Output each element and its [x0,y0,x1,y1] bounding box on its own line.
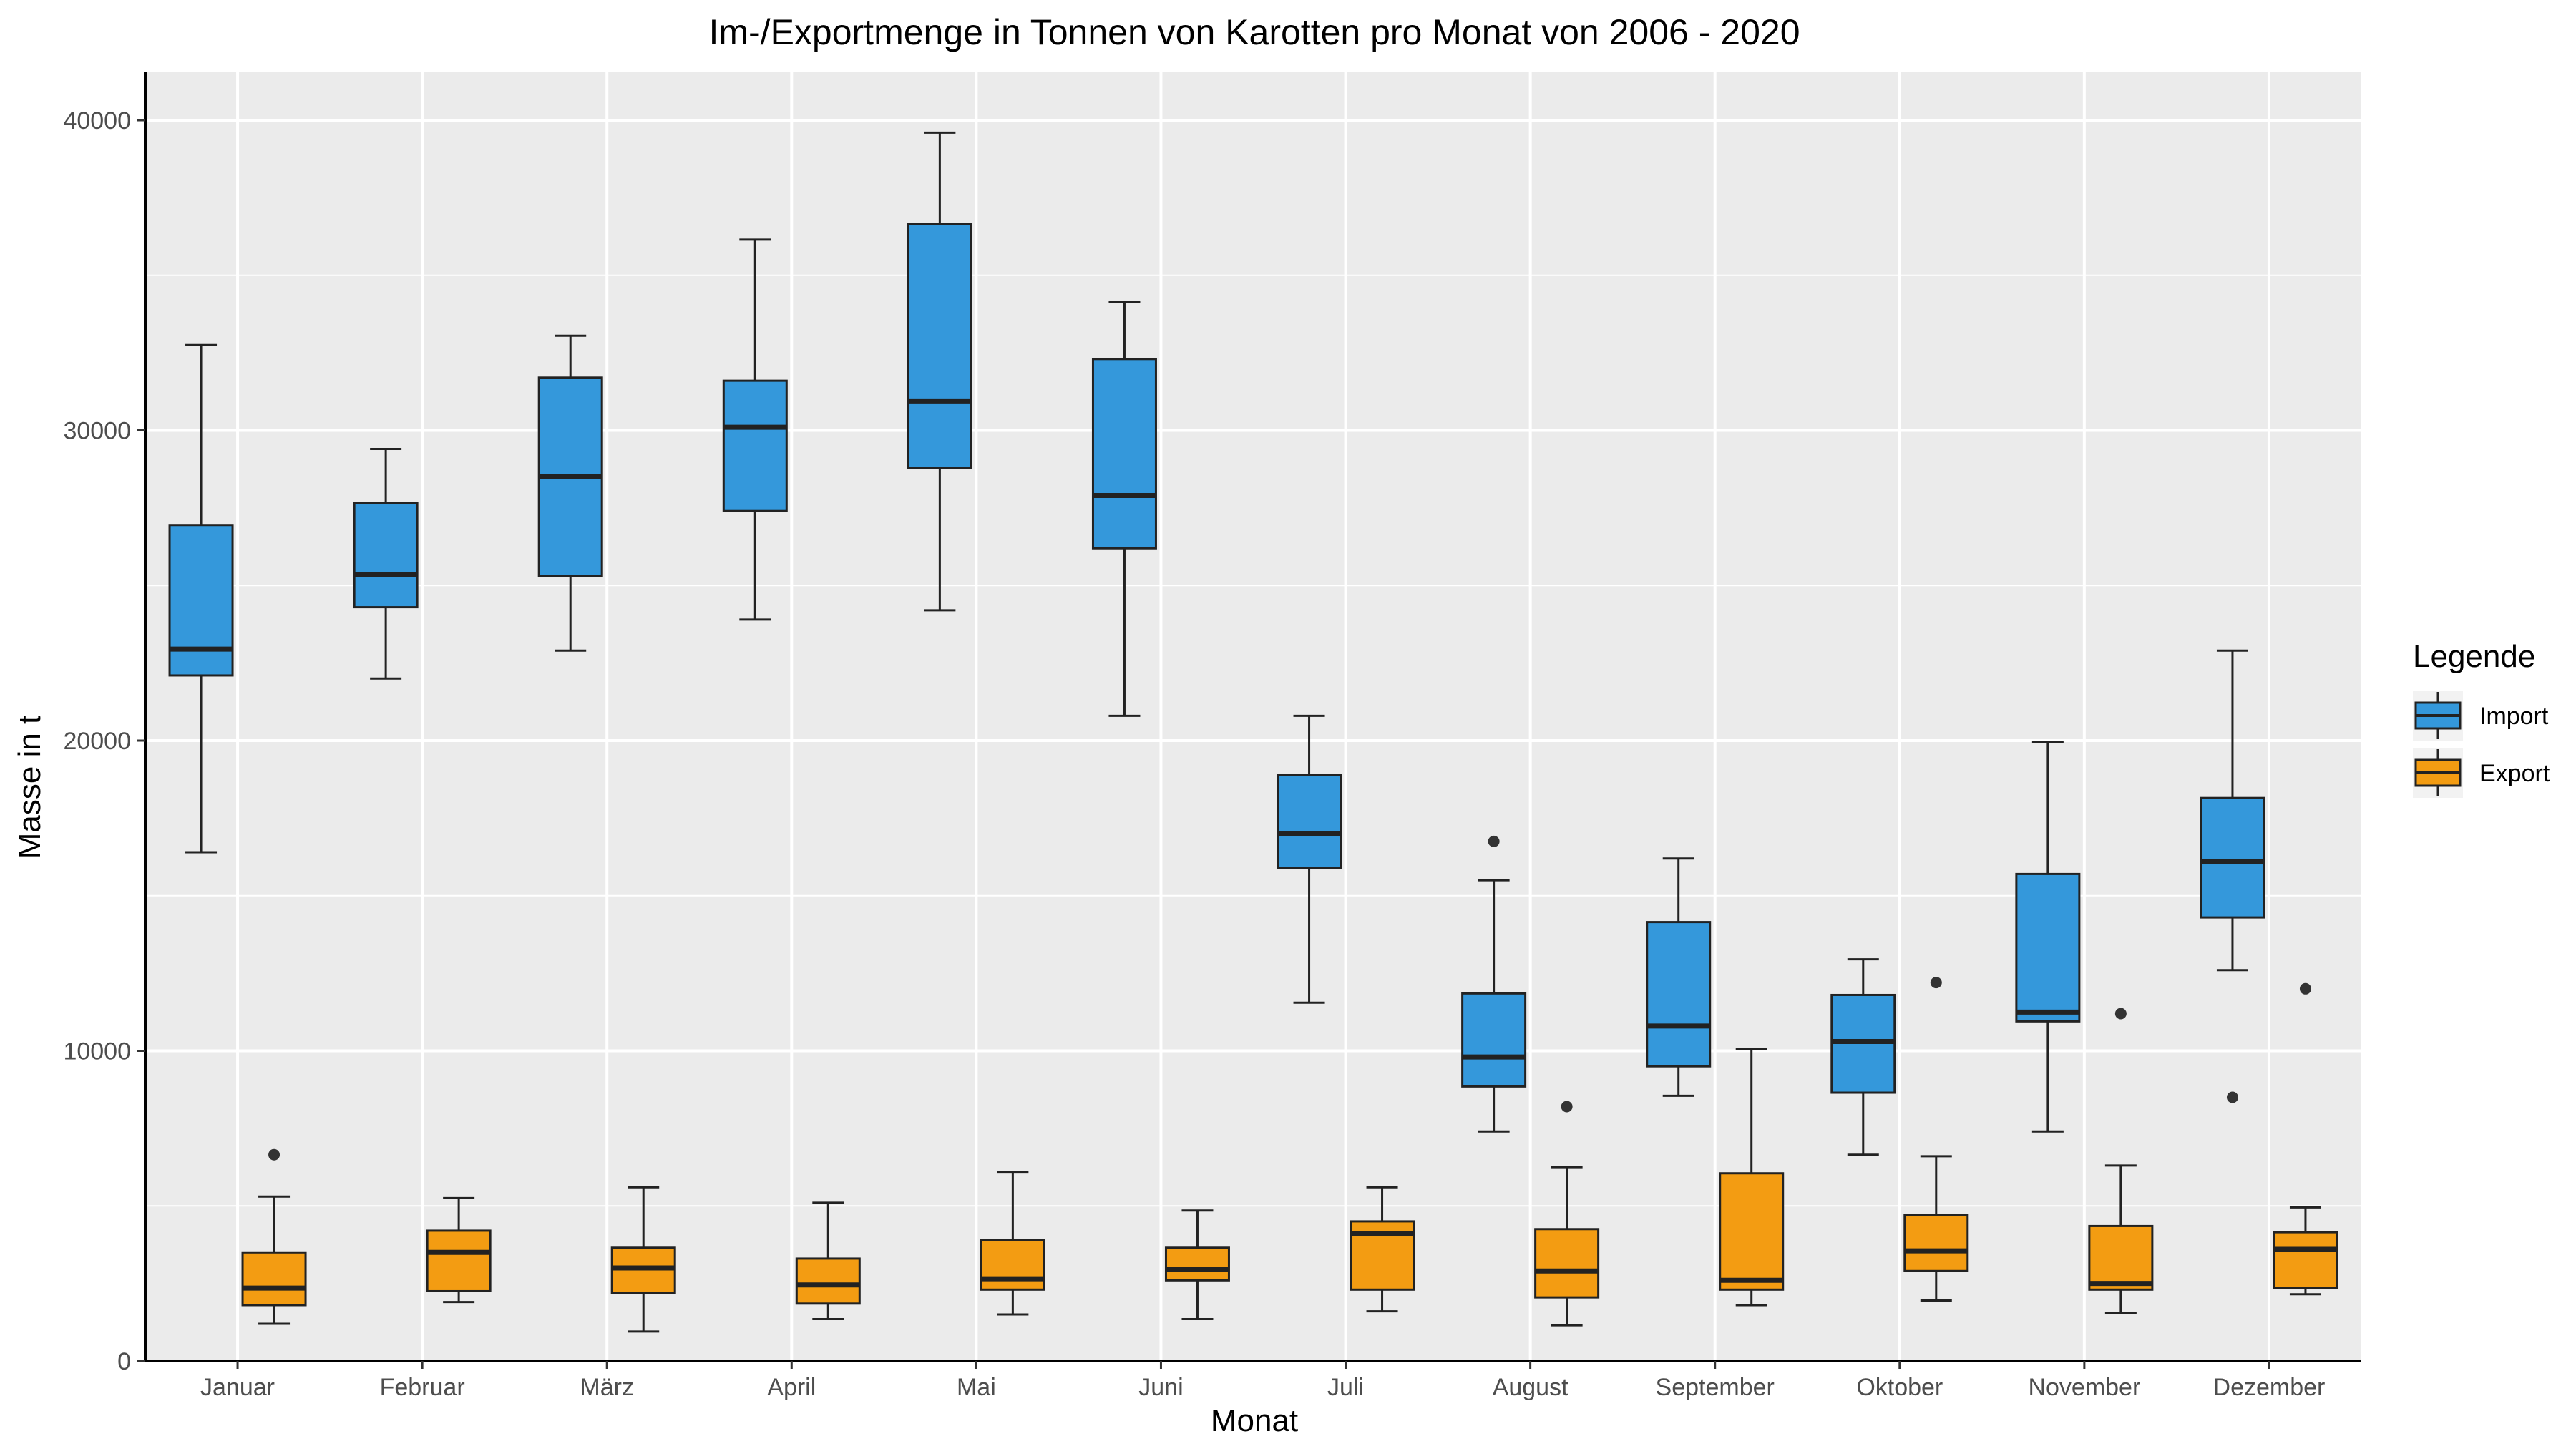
outlier-point [2299,982,2311,995]
box-export-juli [1350,1186,1415,1313]
x-tick-label: September [1656,1374,1775,1401]
x-tick-label: Dezember [2213,1374,2326,1401]
y-tick-label: 0 [117,1348,131,1375]
box-export-januar [241,1148,307,1325]
box-export-mai [980,1171,1045,1316]
box-import-januar [168,343,234,854]
x-tick-label: Oktober [1856,1374,1943,1401]
box-export-september [1719,1048,1785,1307]
box-body [1091,358,1157,550]
axes: 0 10000 20000 30000 40000 Januar Februar März Ap… [63,72,2361,1401]
box-body [2015,872,2081,1023]
box-export-april [795,1201,861,1320]
legend: Legende Import Export [2413,639,2550,798]
x-tick-label: November [2028,1374,2140,1401]
box-body [168,524,234,677]
box-body [1534,1228,1600,1299]
box-body [795,1257,861,1305]
y-axis-title: Masse in t [12,716,47,859]
legend-title: Legende [2413,639,2535,674]
box-import-april [722,238,788,621]
y-tick-label: 20000 [63,728,131,755]
box-body [426,1229,492,1292]
box-import-november [2015,741,2081,1133]
box-export-oktober [1903,977,1969,1302]
box-body [980,1239,1045,1291]
outlier-point [1488,835,1500,847]
box-import-dezember [2200,649,2265,1103]
box-body [2273,1231,2338,1289]
outlier-point [1561,1101,1573,1113]
chart-title: Im-/Exportmenge in Tonnen von Karotten p… [708,12,1800,52]
x-axis-title: Monat [1211,1403,1298,1438]
box-export-dezember [2273,982,2338,1296]
x-tick-label: Juli [1327,1374,1364,1401]
x-tick-label: August [1493,1374,1568,1401]
box-export-november [2088,1008,2154,1314]
box-body [907,223,972,469]
box-import-oktober [1830,958,1896,1156]
box-export-august [1534,1101,1600,1327]
box-import-mai [907,131,972,612]
boxes-layer [168,131,2338,1333]
box-body [1646,921,1712,1068]
outlier-point [2114,1008,2127,1020]
box-body [241,1251,307,1307]
legend-item-export: Export [2413,748,2550,798]
box-body [1903,1214,1969,1272]
box-body [2200,796,2265,919]
y-tick-label: 10000 [63,1038,131,1065]
y-tick-label: 40000 [63,107,131,135]
box-export-juni [1164,1209,1230,1320]
box-export-märz [610,1186,676,1333]
x-tick-label: Januar [200,1374,275,1401]
box-export-februar [426,1196,492,1304]
outlier-point [2226,1091,2238,1103]
box-import-august [1461,835,1527,1133]
outlier-point [1930,977,1942,989]
x-tick-label: März [580,1374,634,1401]
legend-label: Export [2479,760,2550,787]
box-import-september [1646,857,1712,1097]
box-body [1277,774,1342,869]
outlier-point [268,1148,280,1161]
x-tick-label: Februar [380,1374,465,1401]
x-tick-label: Mai [957,1374,996,1401]
legend-label: Import [2479,703,2549,730]
box-body [1719,1172,1785,1291]
x-tick-label: April [767,1374,816,1401]
box-body [722,379,788,512]
box-import-juni [1091,301,1157,717]
x-tick-label: Juni [1138,1374,1183,1401]
box-body [1164,1246,1230,1282]
box-body [353,502,419,609]
legend-item-import: Import [2413,691,2549,741]
box-import-februar [353,448,419,680]
box-body [1461,992,1527,1088]
box-body [2088,1224,2154,1291]
y-tick-label: 30000 [63,418,131,445]
box-import-juli [1277,714,1342,1004]
box-import-märz [537,334,603,652]
plot-panel [145,72,2361,1361]
